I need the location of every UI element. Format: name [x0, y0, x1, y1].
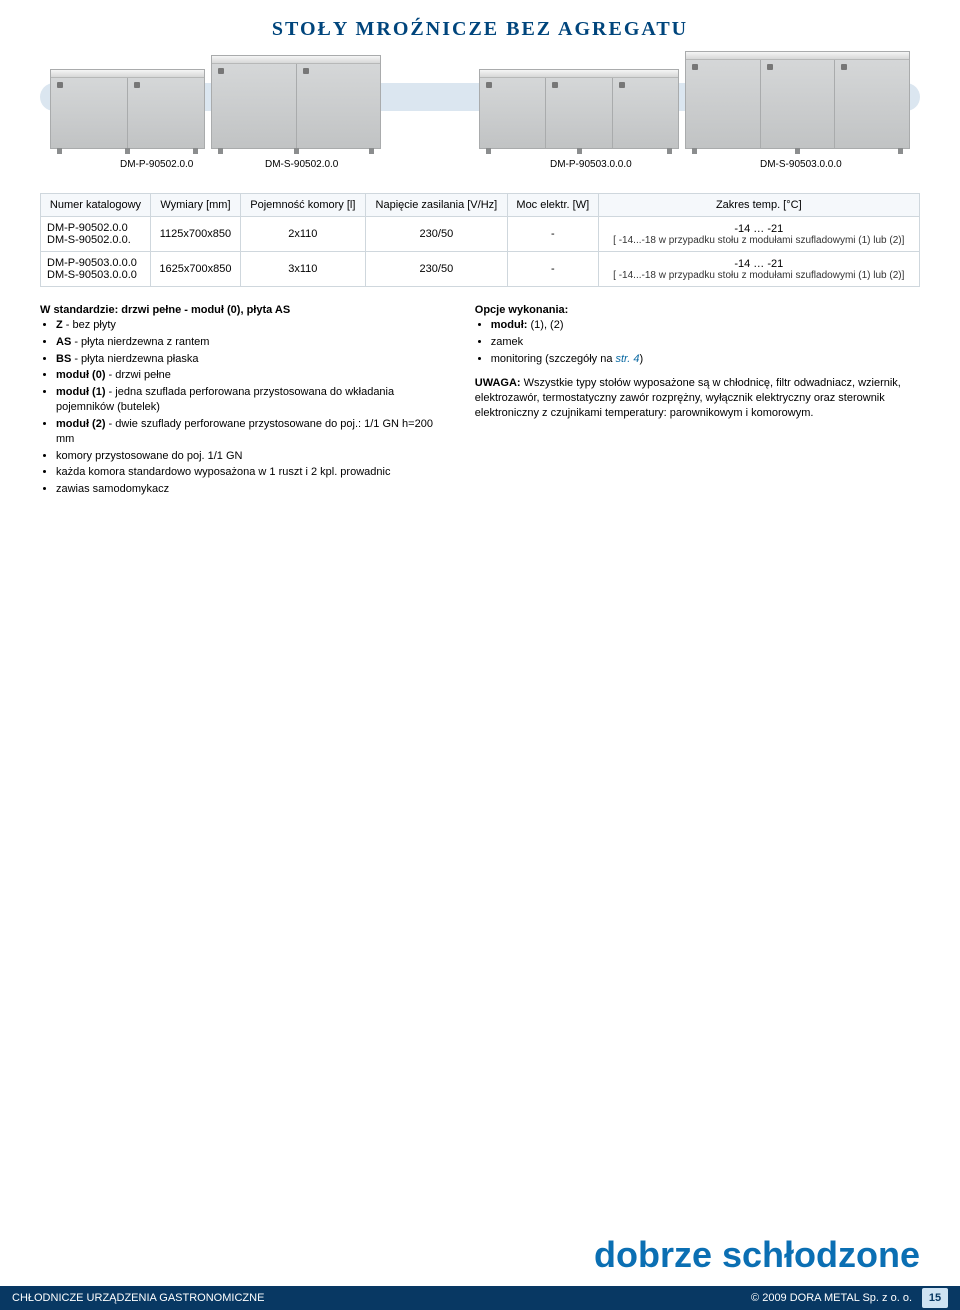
tagline: dobrze schłodzone: [0, 1234, 920, 1276]
cell-text: DM-P-90503.0.0.0: [47, 257, 144, 269]
product-image: [50, 69, 205, 149]
feature-item: moduł (1) - jedna szuflada perforowana p…: [56, 385, 445, 415]
cell-text: -14 … -21: [605, 258, 913, 270]
table-header: Moc elektr. [W]: [508, 194, 599, 217]
feature-item: moduł (0) - drzwi pełne: [56, 368, 445, 383]
cell-text: 1125x700x850: [150, 217, 240, 252]
table-row: DM-P-90503.0.0.0 DM-S-90503.0.0.0 1625x7…: [41, 252, 920, 287]
table-header: Wymiary [mm]: [150, 194, 240, 217]
table-header: Numer katalogowy: [41, 194, 151, 217]
cell-text: DM-P-90502.0.0: [47, 222, 144, 234]
feature-item: AS - płyta nierdzewna z rantem: [56, 335, 445, 350]
cell-text: 230/50: [365, 252, 507, 287]
option-item: moduł: (1), (2): [491, 318, 920, 333]
product-labels: DM-P-90502.0.0 DM-S-90502.0.0 DM-P-90503…: [40, 159, 920, 177]
footer-right: © 2009 DORA METAL Sp. z o. o.: [264, 1292, 922, 1304]
product-label: DM-P-90502.0.0: [120, 159, 193, 170]
feature-item: zawias samodomykacz: [56, 482, 445, 497]
product-label: DM-S-90503.0.0.0: [760, 159, 842, 170]
product-label: DM-P-90503.0.0.0: [550, 159, 632, 170]
options-heading: Opcje wykonania:: [475, 304, 569, 316]
cell-text: DM-S-90502.0.0.: [47, 234, 144, 246]
page-number: 15: [922, 1288, 948, 1308]
options-column: Opcje wykonania: moduł: (1), (2) zamek mon…: [475, 303, 920, 499]
feature-item: moduł (2) - dwie szuflady perforowane pr…: [56, 417, 445, 447]
standard-features: W standardzie: drzwi pełne - moduł (0), …: [40, 303, 445, 499]
products-table: Numer katalogowy Wymiary [mm] Pojemność …: [40, 193, 920, 287]
cell-text: 3x110: [240, 252, 365, 287]
product-image: [479, 69, 679, 149]
cell-text: -: [508, 252, 599, 287]
footer: CHŁODNICZE URZĄDZENIA GASTRONOMICZNE © 2…: [0, 1286, 960, 1310]
feature-item: każda komora standardowo wyposażona w 1 …: [56, 465, 445, 480]
features-heading: W standardzie: drzwi pełne - moduł (0), …: [40, 304, 290, 316]
cell-text: 1625x700x850: [150, 252, 240, 287]
cell-subtext: [ -14...-18 w przypadku stołu z modułami…: [605, 270, 913, 281]
cell-text: -: [508, 217, 599, 252]
feature-item: BS - płyta nierdzewna płaska: [56, 352, 445, 367]
cell-text: DM-S-90503.0.0.0: [47, 269, 144, 281]
cell-text: -14 … -21: [605, 223, 913, 235]
table-header: Zakres temp. [°C]: [598, 194, 919, 217]
table-row: DM-P-90502.0.0 DM-S-90502.0.0. 1125x700x…: [41, 217, 920, 252]
cell-text: 230/50: [365, 217, 507, 252]
feature-item: Z - bez płyty: [56, 318, 445, 333]
page-title: STOŁY MROŹNICZE BEZ AGREGATU: [0, 0, 960, 51]
option-item: monitoring (szczegóły na str. 4): [491, 352, 920, 367]
cell-subtext: [ -14...-18 w przypadku stołu z modułami…: [605, 235, 913, 246]
table-header: Pojemność komory [l]: [240, 194, 365, 217]
product-image: [685, 51, 910, 149]
note-title: UWAGA:: [475, 377, 521, 389]
product-label: DM-S-90502.0.0: [265, 159, 338, 170]
cell-text: 2x110: [240, 217, 365, 252]
feature-item: komory przystosowane do poj. 1/1 GN: [56, 449, 445, 464]
table-header: Napięcie zasilania [V/Hz]: [365, 194, 507, 217]
hero-image-area: [40, 51, 920, 149]
note-body: Wszystkie typy stołów wyposażone są w ch…: [475, 377, 901, 419]
product-image: [211, 55, 381, 149]
footer-left: CHŁODNICZE URZĄDZENIA GASTRONOMICZNE: [12, 1292, 264, 1304]
option-item: zamek: [491, 335, 920, 350]
